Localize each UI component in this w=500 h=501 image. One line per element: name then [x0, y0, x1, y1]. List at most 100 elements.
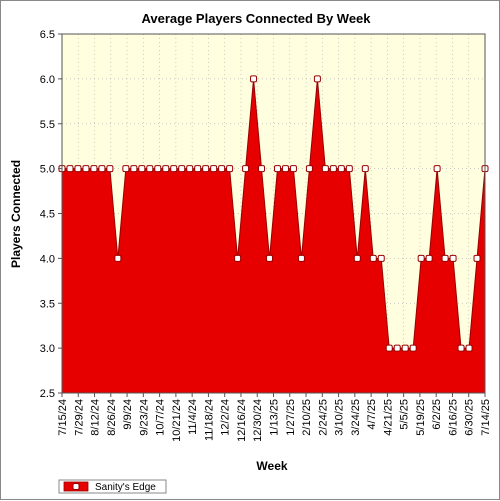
y-tick-label: 6.0: [40, 74, 55, 86]
data-point: [234, 254, 242, 262]
data-point: [465, 344, 473, 352]
y-axis-ticks: 2.5 3.0 3.5 4.0 4.5 5.0 5.5 6.0 6.5: [40, 29, 62, 400]
data-point: [329, 165, 337, 173]
x-tick-label: 2/24/25: [317, 399, 329, 436]
data-point: [114, 254, 122, 262]
data-point: [273, 165, 281, 173]
data-point: [401, 344, 409, 352]
x-tick-label: 1/27/25: [285, 399, 297, 436]
data-point: [409, 344, 417, 352]
data-point: [162, 165, 170, 173]
data-point: [226, 165, 234, 173]
y-tick-label: 2.5: [40, 388, 55, 400]
x-tick-label: 11/18/24: [203, 399, 215, 441]
data-point: [74, 165, 82, 173]
x-tick-label: 10/7/24: [155, 399, 167, 436]
x-tick-label: 3/24/25: [350, 399, 362, 436]
data-point: [178, 165, 186, 173]
x-axis-ticks: 7/15/24 7/29/24 8/12/24 8/26/24 9/9/24 9/23/2…: [57, 393, 492, 442]
x-axis-label: Week: [256, 459, 287, 473]
x-tick-label: 8/12/24: [90, 399, 102, 436]
data-point: [337, 165, 345, 173]
data-point: [369, 254, 377, 262]
data-point: [218, 165, 226, 173]
y-tick-label: 5.0: [40, 164, 55, 176]
y-tick-label: 3.5: [40, 298, 55, 310]
data-point: [194, 165, 202, 173]
x-tick-label: 12/16/24: [236, 399, 248, 442]
x-tick-label: 7/29/24: [73, 399, 85, 436]
y-tick-label: 6.5: [40, 29, 55, 41]
data-point: [425, 254, 433, 262]
data-point: [106, 165, 114, 173]
y-tick-label: 5.5: [40, 119, 55, 131]
x-tick-label: 6/16/25: [447, 399, 459, 436]
data-point: [417, 254, 425, 262]
y-tick-label: 4.0: [40, 253, 55, 265]
y-tick-label: 3.0: [40, 343, 55, 355]
data-point: [258, 165, 266, 173]
chart-title: Average Players Connected By Week: [141, 11, 371, 26]
data-point: [90, 165, 98, 173]
x-tick-label: 8/26/24: [106, 399, 118, 436]
data-point: [313, 75, 321, 83]
x-tick-label: 5/5/25: [399, 399, 411, 430]
x-tick-label: 6/2/25: [431, 399, 443, 430]
x-tick-label: 9/9/24: [122, 399, 134, 430]
data-point: [122, 165, 130, 173]
data-point: [473, 254, 481, 262]
data-point: [353, 254, 361, 262]
data-point: [186, 165, 194, 173]
x-tick-label: 9/23/24: [138, 399, 150, 436]
data-point: [154, 165, 162, 173]
x-tick-label: 7/15/24: [57, 399, 69, 436]
x-tick-label: 3/10/25: [334, 399, 346, 436]
x-tick-label: 11/4/24: [187, 399, 199, 435]
data-point: [242, 165, 250, 173]
legend-label: Sanity's Edge: [95, 482, 156, 493]
data-point: [170, 165, 178, 173]
data-point: [385, 344, 393, 352]
data-point: [345, 165, 353, 173]
data-point: [66, 165, 74, 173]
data-point: [82, 165, 90, 173]
data-point: [305, 165, 313, 173]
x-tick-label: 12/2/24: [220, 399, 232, 436]
data-point: [210, 165, 218, 173]
legend-marker: [72, 483, 80, 490]
x-tick-label: 5/19/25: [415, 399, 427, 436]
x-tick-label: 7/14/25: [480, 399, 492, 436]
data-point: [433, 165, 441, 173]
area-fill: [62, 78, 485, 393]
data-point: [98, 165, 106, 173]
x-tick-label: 4/21/25: [382, 399, 394, 436]
data-point: [457, 344, 465, 352]
x-tick-label: 10/21/24: [171, 399, 183, 442]
data-point: [130, 165, 138, 173]
data-point: [297, 254, 305, 262]
data-point: [138, 165, 146, 173]
data-point: [441, 254, 449, 262]
data-point: [449, 254, 457, 262]
data-point: [266, 254, 274, 262]
data-point: [146, 165, 154, 173]
data-point: [250, 75, 258, 83]
data-point: [377, 254, 385, 262]
x-tick-label: 4/7/25: [366, 399, 378, 430]
legend: Sanity's Edge: [58, 479, 167, 494]
data-point: [289, 165, 297, 173]
x-tick-label: 2/10/25: [301, 399, 313, 436]
data-point: [321, 165, 329, 173]
data-point: [393, 344, 401, 352]
x-tick-label: 12/30/24: [252, 399, 264, 442]
x-tick-label: 1/13/25: [269, 399, 281, 436]
data-point: [281, 165, 289, 173]
y-tick-label: 4.5: [40, 209, 55, 221]
y-axis-label: Players Connected: [9, 160, 23, 268]
x-tick-label: 6/30/25: [464, 399, 476, 436]
area-series: [58, 75, 489, 393]
data-point: [202, 165, 210, 173]
data-point: [361, 165, 369, 173]
